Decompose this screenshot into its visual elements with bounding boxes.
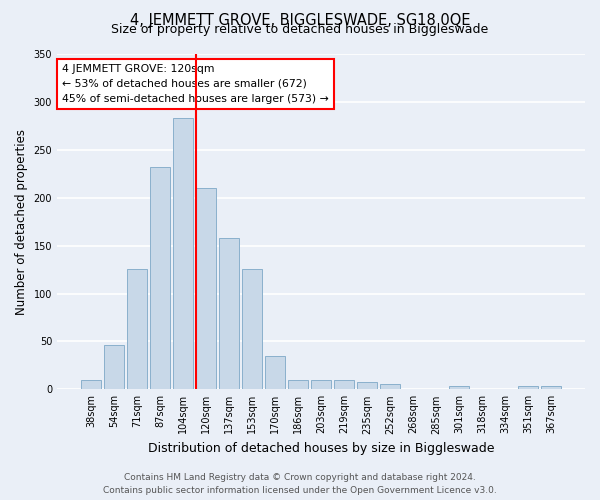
Bar [334,380,354,390]
Text: 4 JEMMETT GROVE: 120sqm
← 53% of detached houses are smaller (672)
45% of semi-d: 4 JEMMETT GROVE: 120sqm ← 53% of detache… [62,64,329,104]
Bar [311,380,331,390]
Y-axis label: Number of detached properties: Number of detached properties [15,128,28,314]
Bar [380,384,400,390]
Bar [265,356,285,390]
Bar [288,380,308,390]
Bar [242,268,262,390]
Bar [104,345,124,390]
Text: 4, JEMMETT GROVE, BIGGLESWADE, SG18 0QE: 4, JEMMETT GROVE, BIGGLESWADE, SG18 0QE [130,12,470,28]
Bar [81,380,101,390]
Bar [449,386,469,390]
Bar [518,386,538,390]
Bar [173,118,193,390]
Bar [196,188,216,390]
X-axis label: Distribution of detached houses by size in Biggleswade: Distribution of detached houses by size … [148,442,494,455]
Text: Size of property relative to detached houses in Biggleswade: Size of property relative to detached ho… [112,22,488,36]
Text: Contains HM Land Registry data © Crown copyright and database right 2024.
Contai: Contains HM Land Registry data © Crown c… [103,474,497,495]
Bar [127,268,146,390]
Bar [357,382,377,390]
Bar [541,386,561,390]
Bar [219,238,239,390]
Bar [150,167,170,390]
